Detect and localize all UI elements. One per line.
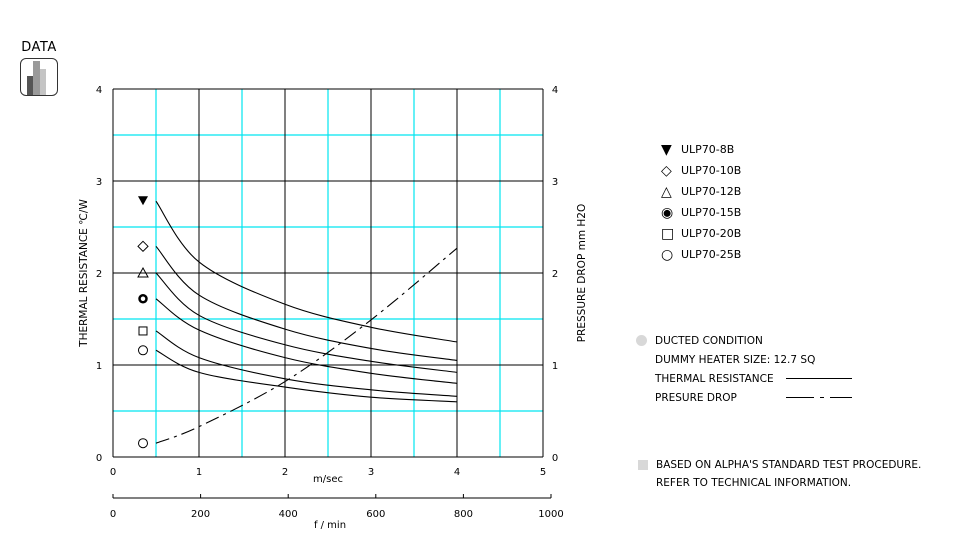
svg-text:4: 4 — [552, 85, 558, 96]
svg-text:1: 1 — [96, 361, 102, 372]
circle-icon: ○ — [661, 246, 674, 263]
data-label: DATA — [21, 40, 57, 55]
legend-item: ○ ULP70-25B — [661, 246, 742, 263]
data-section-logo: DATA — [18, 40, 60, 96]
thermal-line-label: THERMAL RESISTANCE — [655, 372, 774, 385]
svg-text:5: 5 — [540, 467, 546, 478]
heater-size: DUMMY HEATER SIZE: 12.7 SQ — [655, 353, 816, 366]
legend-item: ◇ ULP70-10B — [661, 162, 742, 179]
svg-text:4: 4 — [454, 467, 460, 478]
svg-text:0: 0 — [96, 453, 102, 464]
svg-text:1: 1 — [552, 361, 558, 372]
svg-text:f / min: f / min — [314, 520, 346, 531]
footnote: BASED ON ALPHA'S STANDARD TEST PROCEDURE… — [638, 456, 921, 492]
bold-circle-icon: ◉ — [661, 204, 674, 221]
svg-text:400: 400 — [279, 509, 298, 520]
dash-dot-line-icon — [786, 397, 852, 398]
chart-legend: ▼ ULP70-8B ◇ ULP70-10B △ ULP70-12B ◉ ULP70-1… — [661, 139, 741, 265]
filled-triangle-down-icon: ▼ — [661, 141, 672, 158]
svg-text:1000: 1000 — [538, 509, 563, 520]
svg-text:THERMAL RESISTANCE ℃/W: THERMAL RESISTANCE ℃/W — [78, 199, 90, 348]
svg-text:3: 3 — [96, 177, 102, 188]
svg-text:3: 3 — [368, 467, 374, 478]
svg-text:PRESSURE DROP mm H2O: PRESSURE DROP mm H2O — [576, 204, 588, 343]
condition-title: DUCTED CONDITION — [655, 334, 763, 347]
svg-text:600: 600 — [366, 509, 385, 520]
bullet-square-icon — [638, 460, 648, 470]
legend-item: □ ULP70-20B — [661, 225, 742, 242]
legend-item: ▼ ULP70-8B — [661, 141, 735, 158]
svg-text:4: 4 — [96, 85, 102, 96]
svg-text:0: 0 — [110, 467, 116, 478]
triangle-up-icon: △ — [661, 183, 672, 200]
svg-text:800: 800 — [454, 509, 473, 520]
legend-item: △ ULP70-12B — [661, 183, 742, 200]
svg-text:0: 0 — [552, 453, 558, 464]
svg-text:200: 200 — [191, 509, 210, 520]
bar-chart-icon — [20, 58, 58, 96]
square-icon: □ — [661, 225, 675, 242]
svg-text:m/sec: m/sec — [313, 474, 343, 485]
svg-text:1: 1 — [196, 467, 202, 478]
pressure-line-label: PRESURE DROP — [655, 391, 737, 404]
bullet-dot-icon — [636, 335, 647, 346]
svg-text:2: 2 — [552, 269, 558, 280]
diamond-icon: ◇ — [661, 162, 672, 179]
svg-text:2: 2 — [96, 269, 102, 280]
svg-text:2: 2 — [282, 467, 288, 478]
svg-text:3: 3 — [552, 177, 558, 188]
test-conditions: DUCTED CONDITION DUMMY HEATER SIZE: 12.7… — [636, 331, 852, 407]
svg-text:0: 0 — [110, 509, 116, 520]
solid-line-icon — [786, 378, 852, 379]
legend-item: ◉ ULP70-15B — [661, 204, 742, 221]
